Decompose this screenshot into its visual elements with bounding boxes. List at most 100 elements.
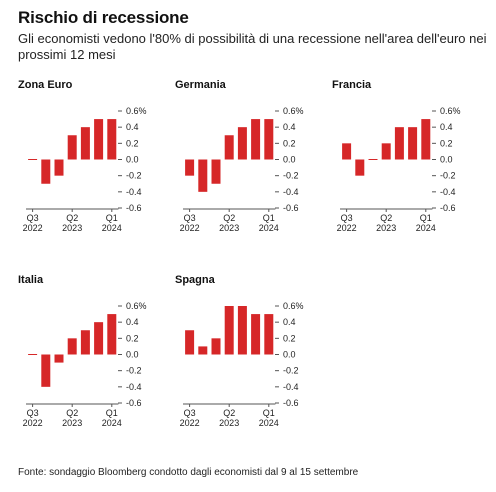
y-tick-label: 0.6% [440,106,461,116]
x-tick-label-year: 2024 [102,418,122,428]
x-tick-label-quarter: Q1 [420,213,432,223]
bar [198,159,208,192]
bar [185,330,195,355]
y-tick-label: 0.4 [283,317,296,327]
x-tick-label-year: 2023 [219,418,239,428]
bar [342,143,352,160]
y-tick-label: 0.4 [126,317,139,327]
x-tick-label-year: 2024 [259,223,279,233]
y-tick-label: 0.0 [440,155,453,165]
y-tick-label: 0.6% [283,106,304,116]
y-tick-label: -0.4 [126,187,142,197]
y-tick-label: -0.2 [126,171,142,181]
y-tick-label: -0.6 [440,203,456,213]
bar [264,119,274,160]
x-tick-label-year: 2022 [23,418,43,428]
bar [237,127,247,160]
chart-title: Rischio di recessione [18,8,189,27]
x-tick-label-year: 2022 [180,418,200,428]
x-tick-label-year: 2024 [416,223,436,233]
bar [211,338,221,355]
y-tick-label: 0.0 [126,155,139,165]
panel-zona-euro: Zona Euro 0.6% 0.4 0.2 0.0 -0.2 -0.4 -0.6 Q32022… [18,79,147,233]
bar [408,127,418,160]
bar [224,135,234,160]
y-tick-label: 0.2 [126,138,139,148]
x-tick-label-year: 2023 [376,223,396,233]
x-tick-label-quarter: Q2 [223,408,235,418]
bar [107,119,117,160]
bar [394,127,404,160]
bar [80,330,90,355]
bar [224,306,234,355]
bar [80,127,90,160]
x-tick-label-year: 2022 [180,223,200,233]
panel-italia: Italia0.6%0.40.20.0-0.2-0.4-0.6Q32022Q22… [18,274,147,428]
y-tick-label: -0.6 [283,398,299,408]
bar [54,159,64,176]
bar [211,159,221,184]
y-tick-label: -0.2 [440,171,456,181]
x-tick-label-quarter: Q2 [66,408,78,418]
y-tick-label: -0.2 [126,366,142,376]
y-tick-label: 0.6% [126,106,147,116]
x-tick-label-year: 2022 [337,223,357,233]
x-tick-label-year: 2024 [102,223,122,233]
bar [355,159,365,176]
x-tick-label-quarter: Q3 [184,213,196,223]
y-tick-label: -0.6 [126,398,142,408]
y-tick-label: 0.2 [440,138,453,148]
x-tick-label-year: 2023 [219,223,239,233]
y-tick-label: -0.4 [440,187,456,197]
panel-title: Spagna [175,274,216,286]
x-tick-label-quarter: Q2 [66,213,78,223]
bar [251,314,261,355]
bar [107,314,117,355]
panel-title: Italia [18,274,44,286]
y-tick-label: 0.4 [126,122,139,132]
bar [198,346,208,355]
y-tick-label: -0.4 [283,382,299,392]
bar [41,159,51,184]
y-tick-label: 0.4 [440,122,453,132]
x-tick-label-quarter: Q3 [341,213,353,223]
x-tick-label-quarter: Q1 [263,213,275,223]
x-tick-label-year: 2023 [62,418,82,428]
bar [41,354,51,387]
bar [381,143,391,160]
y-tick-label: 0.2 [126,333,139,343]
y-tick-label: 0.0 [283,155,296,165]
bar [67,338,77,355]
bar [264,314,274,355]
bar [237,306,247,355]
bar [185,159,195,176]
x-tick-label-quarter: Q1 [263,408,275,418]
panel-spagna: Spagna0.6%0.40.20.0-0.2-0.4-0.6Q32022Q22… [175,274,304,428]
panel-title: Germania [175,79,227,91]
y-tick-label: 0.6% [126,301,147,311]
y-tick-label: -0.2 [283,171,299,181]
bar [54,354,64,363]
y-tick-label: -0.6 [283,203,299,213]
x-tick-label-quarter: Q3 [184,408,196,418]
panel-title: Francia [332,79,372,91]
y-tick-label: 0.2 [283,138,296,148]
x-tick-label-year: 2022 [23,223,43,233]
y-tick-label: 0.0 [283,350,296,360]
panel-title: Zona Euro [18,79,73,91]
y-tick-label: 0.2 [283,333,296,343]
x-tick-label-year: 2023 [62,223,82,233]
bar [67,135,77,160]
y-tick-label: -0.4 [283,187,299,197]
bar [421,119,431,160]
chart-subtitle: Gli economisti vedono l'80% di possibili… [18,31,487,62]
x-tick-label-year: 2024 [259,418,279,428]
bar [94,322,104,355]
y-tick-label: -0.4 [126,382,142,392]
x-tick-label-quarter: Q1 [106,408,118,418]
x-tick-label-quarter: Q3 [27,213,39,223]
x-tick-label-quarter: Q1 [106,213,118,223]
